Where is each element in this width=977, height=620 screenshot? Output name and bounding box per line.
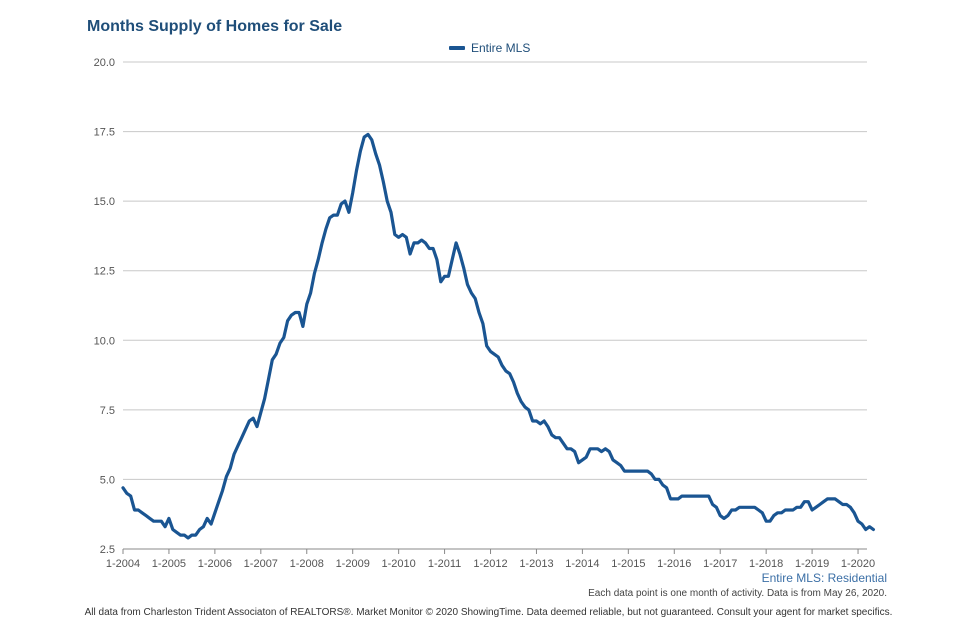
x-tick-label: 1-2007 — [244, 558, 278, 570]
x-tick-label: 1-2009 — [336, 558, 370, 570]
series-line-entire-mls — [121, 132, 875, 540]
x-tick-label: 1-2019 — [795, 558, 829, 570]
y-tick-label: 2.5 — [100, 544, 115, 556]
x-tick-label: 1-2018 — [749, 558, 783, 570]
x-tick-label: 1-2010 — [382, 558, 416, 570]
x-tick-label: 1-2008 — [290, 558, 324, 570]
legend-label-entire-mls: Entire MLS — [471, 41, 531, 55]
x-tick-label: 1-2014 — [565, 558, 599, 570]
x-tick-label: 1-2012 — [473, 558, 507, 570]
legend-swatch — [449, 46, 465, 50]
x-tick-label: 1-2005 — [152, 558, 186, 570]
x-tick-label: 1-2013 — [519, 558, 553, 570]
footer-disclaimer: All data from Charleston Trident Associa… — [84, 607, 893, 618]
chart-legend: Entire MLS — [449, 41, 530, 55]
data-note: Each data point is one month of activity… — [588, 588, 887, 599]
x-tick-label: 1-2011 — [428, 558, 461, 570]
x-tick-label: 1-2020 — [841, 558, 875, 570]
y-tick-label: 10.0 — [94, 335, 115, 347]
series-caption: Entire MLS: Residential — [761, 571, 887, 585]
chart-title: Months Supply of Homes for Sale — [87, 18, 343, 35]
x-tick-label: 1-2016 — [657, 558, 691, 570]
x-tick-label: 1-2004 — [106, 558, 140, 570]
y-tick-label: 15.0 — [94, 196, 115, 208]
y-tick-label: 17.5 — [94, 127, 115, 139]
y-tick-label: 7.5 — [100, 405, 115, 417]
x-tick-label: 1-2015 — [611, 558, 645, 570]
y-tick-label: 5.0 — [100, 474, 115, 486]
y-tick-label: 12.5 — [94, 266, 115, 278]
x-tick-label: 1-2006 — [198, 558, 232, 570]
y-tick-label: 20.0 — [94, 57, 115, 69]
x-tick-label: 1-2017 — [703, 558, 737, 570]
